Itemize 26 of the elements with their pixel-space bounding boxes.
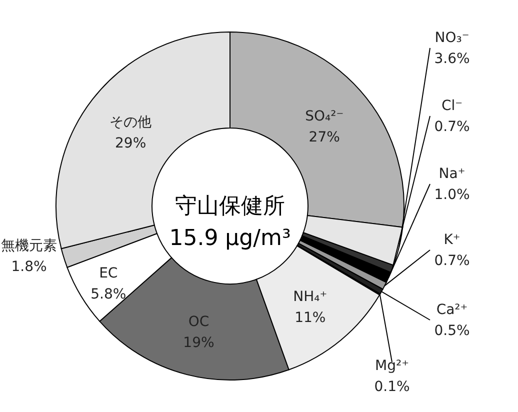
text: 守山保健所 (175, 194, 285, 219)
data-label: 11% (294, 310, 326, 326)
slice-label: SO₄²⁻ (305, 108, 344, 125)
data-label: 0.5% (434, 323, 470, 339)
data-label: 0.1% (374, 379, 410, 395)
slice-label: NH₄⁺ (293, 289, 328, 306)
slice-label: Cl⁻ (441, 98, 463, 114)
slice-label: その他 (110, 114, 152, 131)
slice-label: K⁺ (444, 232, 460, 248)
slice-label: 無機元素 (1, 238, 57, 254)
slice-label: NO₃⁻ (434, 30, 470, 46)
data-label: 1.8% (11, 259, 47, 276)
data-label: 0.7% (434, 253, 470, 269)
data-label: 29% (115, 136, 146, 152)
slice-label: Ca²⁺ (436, 302, 468, 318)
slice-label: EC (99, 265, 118, 282)
slice-label: OC (188, 314, 210, 330)
data-label: 19% (183, 335, 214, 352)
data-label: 1.0% (434, 187, 470, 203)
data-label: 3.6% (434, 51, 470, 67)
data-label: 5.8% (90, 286, 126, 302)
text: 15.9 μg/m³ (169, 226, 291, 251)
data-label: 27% (308, 130, 340, 146)
data-label: 0.7% (434, 119, 470, 135)
slice-label: Na⁺ (438, 166, 466, 182)
slice-label: Mg²⁺ (375, 358, 409, 374)
